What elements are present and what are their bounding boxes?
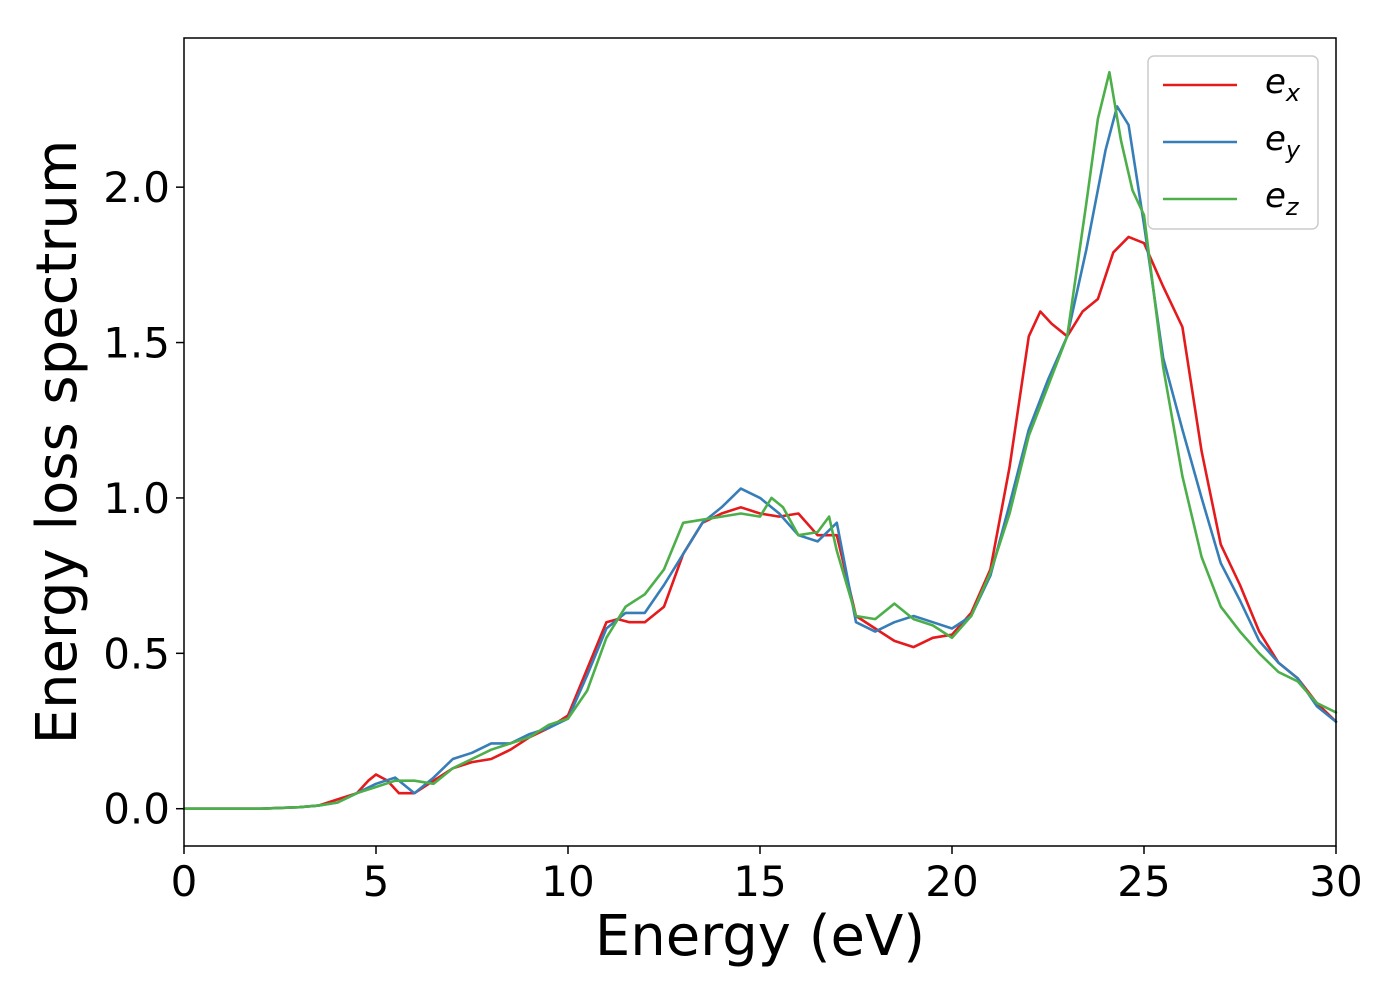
legend-label-y: ey [1265, 119, 1301, 164]
y-tick-label: 1.0 [103, 474, 170, 523]
legend: ex ey ez [1147, 55, 1319, 230]
series-layer [182, 70, 1338, 810]
x-tick-label: 5 [363, 857, 390, 906]
x-axis-title: Energy (eV) [595, 904, 925, 969]
series-line-x [182, 235, 1338, 810]
x-tick-label: 10 [541, 857, 594, 906]
x-tick-label: 20 [925, 857, 978, 906]
legend-label-x: ex [1265, 62, 1301, 107]
y-tick-label: 1.5 [103, 319, 170, 368]
y-tick-label: 0.0 [103, 785, 170, 834]
x-tick-label: 25 [1117, 857, 1170, 906]
legend-label-z: ez [1265, 176, 1300, 221]
y-tick-label: 2.0 [103, 163, 170, 212]
y-tick-label: 0.5 [103, 629, 170, 678]
x-tick-label: 0 [171, 857, 198, 906]
x-tick-label: 15 [733, 857, 786, 906]
x-axis-ticks: 0 5 10 15 20 25 30 [171, 846, 1363, 906]
x-tick-label: 30 [1309, 857, 1362, 906]
y-axis-ticks: 0.0 0.5 1.0 1.5 2.0 [103, 163, 184, 834]
y-axis-title: Energy loss spectrum [25, 140, 90, 745]
series-line-z [182, 70, 1338, 810]
